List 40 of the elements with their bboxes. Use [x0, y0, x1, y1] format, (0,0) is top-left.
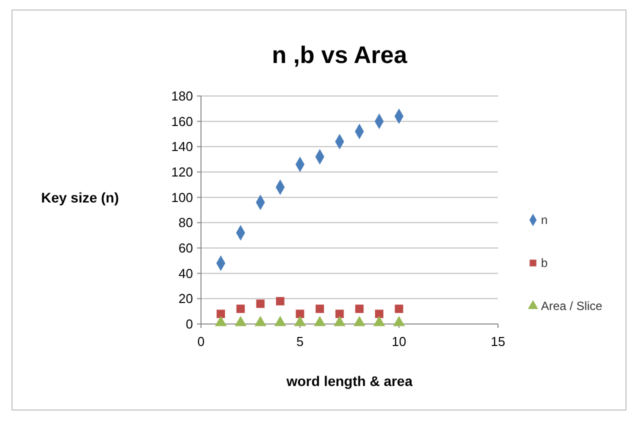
- chart-title: n ,b vs Area: [272, 42, 408, 69]
- y-tick-label: 20: [178, 291, 193, 306]
- point: [254, 316, 266, 326]
- x-tick-label: 10: [392, 334, 406, 349]
- y-axis-title: Key size (n): [41, 189, 119, 206]
- point: [214, 316, 227, 326]
- y-tick-label: 40: [178, 266, 193, 281]
- y-tick-label: 120: [171, 164, 193, 180]
- point: [236, 304, 245, 313]
- point: [375, 310, 384, 318]
- point: [256, 300, 265, 308]
- y-tick-label: 100: [171, 190, 193, 205]
- y-tick-label: 180: [171, 88, 193, 104]
- point: [234, 316, 246, 326]
- x-tick-label: 5: [296, 334, 304, 349]
- point: [334, 316, 346, 326]
- y-tick-label: 0: [186, 316, 193, 332]
- y-tick-label: 80: [178, 215, 193, 230]
- legend-label: n: [541, 213, 548, 228]
- point: [296, 310, 304, 318]
- x-axis-title: word length & area: [285, 373, 413, 389]
- legend-label: b: [541, 256, 548, 270]
- point: [354, 316, 366, 326]
- point: [373, 316, 386, 326]
- y-tick-label: 160: [171, 114, 193, 129]
- y-tick-label: 140: [171, 139, 193, 154]
- point: [316, 304, 324, 313]
- point: [335, 310, 344, 318]
- y-tick-label: 60: [178, 240, 193, 256]
- point: [355, 304, 364, 313]
- point: [294, 316, 306, 326]
- point: [274, 316, 286, 326]
- x-tick-label: 15: [490, 334, 506, 349]
- legend-label: Area / Slice: [541, 299, 603, 314]
- point: [394, 304, 404, 313]
- point: [276, 297, 284, 306]
- point: [216, 310, 225, 318]
- point: [314, 316, 326, 326]
- point: [393, 316, 405, 326]
- x-tick-label: 0: [197, 334, 205, 349]
